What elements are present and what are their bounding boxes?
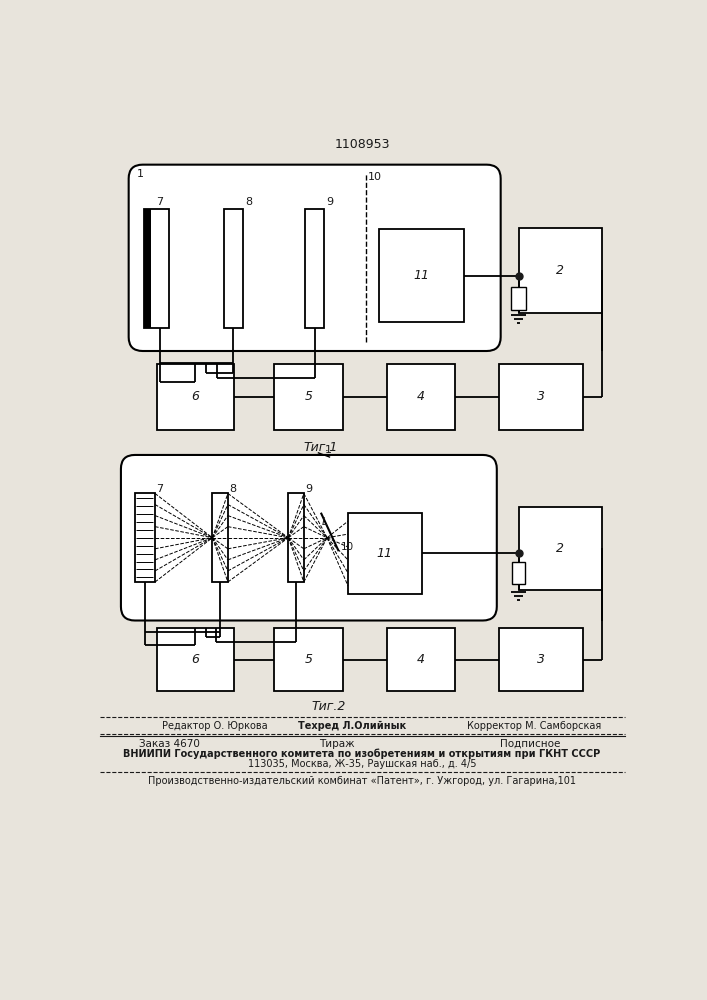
Text: 6: 6 (192, 653, 199, 666)
Text: ВНИИПИ Государственного комитета по изобретениям и открытиям при ГКНТ СССР: ВНИИПИ Государственного комитета по изоб… (123, 748, 600, 759)
Bar (288, 493, 304, 582)
Text: 3: 3 (537, 653, 545, 666)
Text: 8: 8 (230, 484, 237, 494)
Bar (512, 562, 525, 584)
Text: 7: 7 (156, 484, 164, 494)
Bar (135, 493, 155, 582)
Bar (387, 364, 455, 430)
Bar (499, 628, 583, 691)
Text: Τиг.1: Τиг.1 (304, 441, 338, 454)
Bar (156, 364, 234, 430)
Bar (274, 628, 343, 691)
Text: Заказ 4670: Заказ 4670 (139, 739, 199, 749)
Text: L: L (322, 517, 327, 527)
Bar (518, 507, 602, 590)
Text: Тираж: Тираж (319, 739, 354, 749)
Text: 4: 4 (417, 390, 425, 403)
Text: 11: 11 (414, 269, 430, 282)
Text: 2: 2 (556, 542, 564, 555)
Text: 3: 3 (537, 390, 545, 403)
Text: 5: 5 (305, 390, 312, 403)
Bar (387, 628, 455, 691)
Bar (305, 209, 324, 328)
Text: 2: 2 (556, 264, 564, 277)
Text: 9: 9 (305, 484, 312, 494)
Text: 1: 1 (325, 445, 332, 455)
Text: 1108953: 1108953 (334, 138, 390, 151)
Text: 10: 10 (341, 542, 354, 552)
Text: Редактор О. Юркова: Редактор О. Юркова (162, 721, 268, 731)
Text: Корректор М. Самборская: Корректор М. Самборская (467, 721, 601, 731)
Bar (156, 628, 234, 691)
Text: 7: 7 (156, 197, 163, 207)
Text: 5: 5 (305, 653, 312, 666)
Text: 113035, Москва, Ж-35, Раушская наб., д. 4/5: 113035, Москва, Ж-35, Раушская наб., д. … (247, 759, 477, 769)
Text: Техред Л.Олийнык: Техред Л.Олийнык (298, 721, 406, 731)
Bar (348, 513, 421, 594)
Text: 4: 4 (417, 653, 425, 666)
Bar (379, 229, 464, 322)
Text: Τиг.2: Τиг.2 (312, 700, 346, 713)
Text: Подписное: Подписное (500, 739, 561, 749)
Bar (224, 209, 243, 328)
FancyBboxPatch shape (121, 455, 497, 620)
Bar (274, 364, 343, 430)
Text: 1: 1 (136, 169, 144, 179)
Bar (510, 287, 526, 310)
Bar (144, 209, 151, 328)
Bar (212, 493, 228, 582)
Text: 10: 10 (368, 172, 381, 182)
Bar (499, 364, 583, 430)
Text: Производственно-издательский комбинат «Патент», г. Ужгород, ул. Гагарина,101: Производственно-издательский комбинат «П… (148, 776, 576, 786)
Text: 6: 6 (192, 390, 199, 403)
Text: 9: 9 (327, 197, 334, 207)
Bar (518, 228, 602, 312)
Bar (144, 209, 169, 328)
Text: 11: 11 (377, 547, 393, 560)
Text: 8: 8 (245, 197, 252, 207)
FancyBboxPatch shape (129, 165, 501, 351)
